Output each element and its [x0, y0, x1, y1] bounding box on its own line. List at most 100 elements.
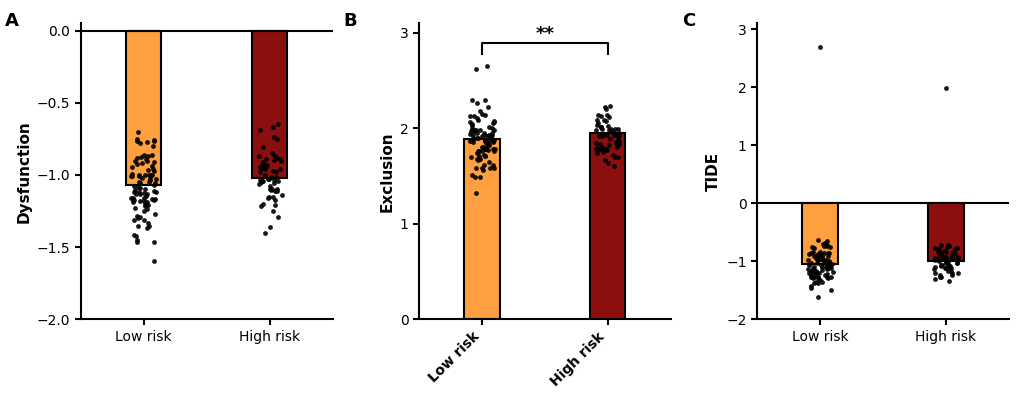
Point: [817, 261, 834, 267]
Point: [255, 178, 271, 184]
Point: [124, 199, 141, 206]
Point: [602, 126, 619, 132]
Point: [265, 177, 281, 184]
Point: [467, 174, 483, 180]
Point: [253, 179, 269, 185]
Point: [470, 147, 486, 154]
Point: [483, 133, 499, 140]
Point: [804, 269, 820, 275]
Point: [823, 268, 840, 275]
Point: [600, 126, 616, 133]
Point: [273, 158, 289, 164]
Point: [940, 243, 956, 249]
Point: [605, 163, 622, 169]
Point: [937, 256, 954, 262]
Point: [136, 208, 152, 214]
Point: [125, 197, 142, 203]
Point: [480, 142, 496, 148]
Point: [926, 270, 943, 276]
Point: [263, 187, 279, 193]
Point: [476, 146, 492, 152]
Point: [803, 268, 819, 274]
Point: [131, 173, 148, 179]
Point: [594, 131, 610, 137]
Point: [252, 168, 268, 175]
Point: [925, 245, 942, 252]
Point: [474, 110, 490, 117]
Point: [258, 164, 274, 170]
Point: [257, 172, 273, 178]
Point: [587, 127, 603, 133]
Point: [936, 259, 953, 265]
Point: [810, 270, 826, 276]
Point: [484, 139, 500, 146]
Point: [477, 136, 493, 143]
Point: [609, 142, 626, 148]
Point: [124, 171, 141, 178]
Point: [464, 123, 480, 129]
Point: [818, 243, 835, 250]
Point: [485, 136, 501, 143]
Point: [598, 132, 614, 139]
Point: [146, 138, 162, 144]
Point: [255, 161, 271, 167]
Point: [465, 127, 481, 133]
Point: [589, 112, 605, 119]
Point: [606, 154, 623, 160]
Point: [800, 251, 816, 258]
Point: [130, 128, 147, 135]
Point: [271, 156, 287, 162]
Point: [805, 274, 821, 280]
Point: [259, 162, 275, 168]
Point: [817, 238, 834, 244]
Point: [820, 258, 837, 264]
Point: [589, 117, 605, 124]
Point: [479, 138, 495, 144]
Point: [268, 155, 284, 161]
Point: [125, 183, 142, 189]
Point: [818, 266, 835, 272]
Point: [802, 250, 818, 256]
Point: [949, 257, 965, 263]
Point: [144, 172, 160, 178]
Point: [144, 151, 160, 158]
Point: [819, 264, 836, 270]
Point: [465, 132, 481, 138]
Point: [146, 182, 162, 189]
Point: [591, 132, 607, 139]
Point: [267, 168, 283, 175]
Point: [486, 146, 502, 152]
Point: [805, 267, 821, 273]
Point: [469, 156, 485, 162]
Point: [926, 276, 943, 282]
Point: [264, 150, 280, 156]
Point: [607, 139, 624, 145]
Point: [929, 249, 946, 256]
Point: [589, 120, 605, 126]
Point: [264, 168, 280, 174]
Point: [461, 113, 477, 119]
Point: [462, 131, 478, 138]
Point: [138, 193, 154, 199]
Point: [807, 269, 823, 275]
Point: [807, 268, 823, 275]
Point: [125, 195, 142, 202]
Point: [809, 280, 825, 286]
Point: [137, 186, 153, 192]
Point: [805, 244, 821, 251]
Point: [147, 180, 163, 186]
Point: [256, 229, 272, 236]
Point: [593, 147, 609, 153]
Point: [943, 255, 959, 261]
Point: [466, 113, 482, 119]
Point: [813, 256, 829, 262]
Point: [926, 264, 943, 270]
Point: [465, 139, 481, 146]
Point: [136, 217, 152, 224]
Point: [931, 242, 948, 248]
Point: [931, 251, 948, 257]
Point: [607, 140, 624, 146]
Point: [125, 197, 142, 204]
Point: [812, 256, 828, 262]
Point: [930, 258, 947, 264]
